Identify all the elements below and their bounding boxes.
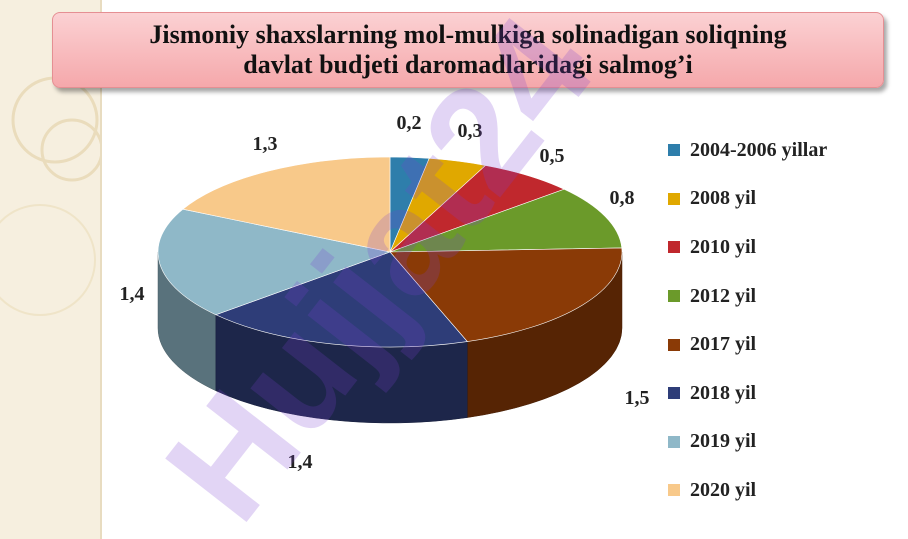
pie-slice-7 (182, 156, 391, 253)
legend-item-0: 2004-2006 yillar (668, 126, 898, 175)
data-label-3: 0,8 (610, 187, 635, 209)
legend-label-1: 2008 yil (690, 187, 757, 210)
legend-label-7: 2020 yil (690, 478, 757, 501)
legend-item-3: 2012 yil (668, 272, 898, 321)
legend-item-2: 2010 yil (668, 223, 898, 272)
legend-label-3: 2012 yil (690, 284, 757, 307)
legend-swatch-6 (668, 435, 680, 448)
chart-legend: 2004-2006 yillar 2008 yil 2010 yil 2012 yil… (668, 126, 898, 515)
legend-label-6: 2019 yil (690, 430, 757, 453)
pie-slice-5 (215, 251, 468, 348)
legend-item-4: 2017 yil (668, 320, 898, 369)
legend-label-0: 2004-2006 yillar (690, 138, 828, 161)
data-label-2: 0,5 (540, 145, 565, 167)
chart-title-box: Jismoniy shaxslarning mol-mulkiga solina… (52, 12, 884, 88)
legend-swatch-2 (668, 241, 680, 254)
legend-swatch-5 (668, 387, 680, 400)
pie-slice-4 (389, 247, 623, 342)
chart-title-line-1: Jismoniy shaxslarning mol-mulkiga solina… (149, 20, 787, 49)
decorative-sidebar (0, 0, 102, 539)
legend-swatch-3 (668, 290, 680, 303)
data-label-7: 1,3 (253, 133, 278, 155)
legend-label-5: 2018 yil (690, 381, 757, 404)
data-label-4: 1,5 (625, 387, 650, 409)
legend-item-1: 2008 yil (668, 175, 898, 224)
legend-label-2: 2010 yil (690, 235, 757, 258)
legend-item-5: 2018 yil (668, 369, 898, 418)
legend-swatch-4 (668, 338, 680, 351)
legend-swatch-7 (668, 484, 680, 497)
data-label-0: 0,2 (397, 112, 422, 134)
legend-swatch-1 (668, 192, 680, 205)
legend-item-6: 2019 yil (668, 418, 898, 467)
legend-swatch-0 (668, 144, 680, 157)
pie-slice-3 (389, 188, 623, 253)
legend-label-4: 2017 yil (690, 333, 757, 356)
data-label-1: 0,3 (458, 120, 483, 142)
data-label-6: 1,4 (120, 283, 145, 305)
chart-title-line-2: davlat budjeti daromadlaridagi salmog’i (243, 50, 693, 79)
legend-item-7: 2020 yil (668, 466, 898, 515)
pie-slice-6 (157, 208, 392, 316)
data-label-5: 1,4 (288, 451, 313, 473)
